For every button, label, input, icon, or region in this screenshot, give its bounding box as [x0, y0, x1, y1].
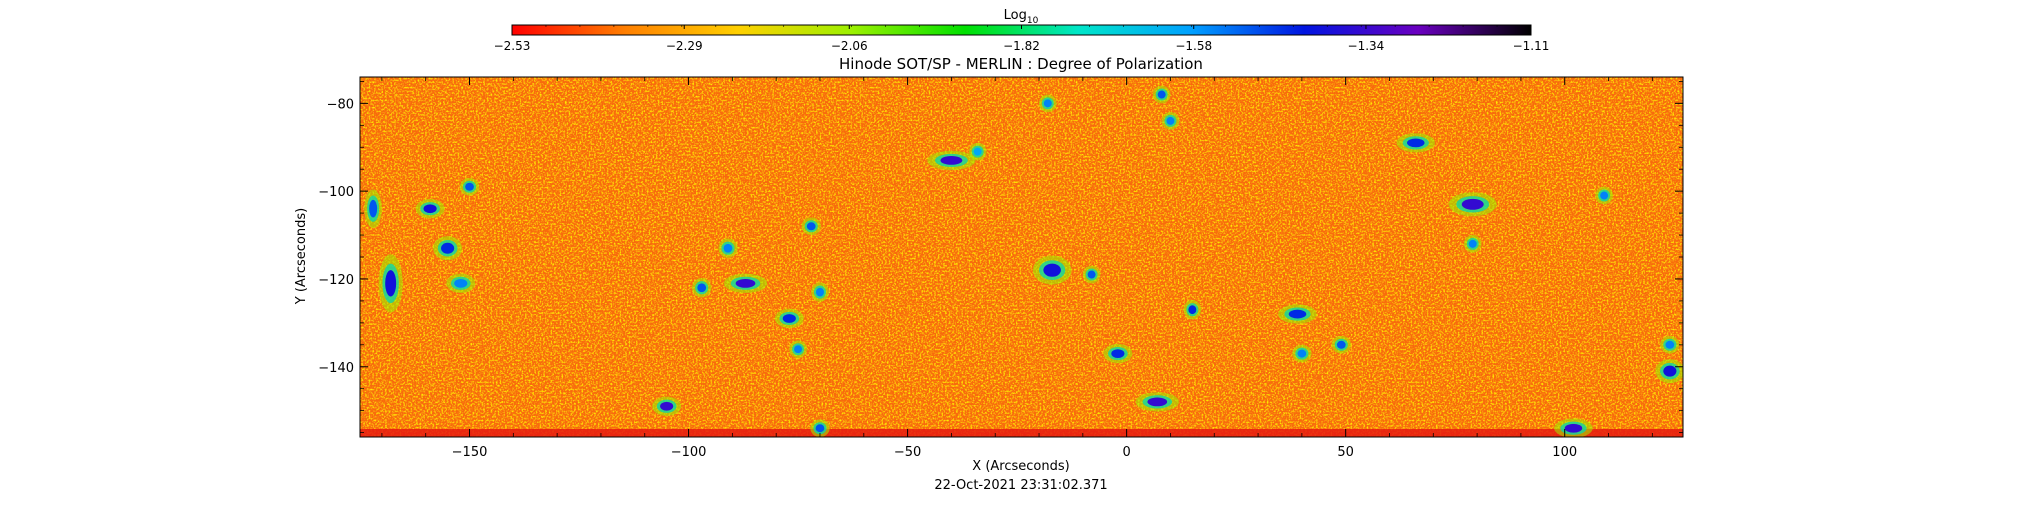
- x-tick-label: −50: [894, 445, 921, 460]
- high-polarization-patch: [660, 401, 674, 411]
- high-polarization-patch: [1461, 198, 1484, 210]
- x-axis-label: X (Arcseconds): [972, 459, 1069, 474]
- heatmap-texture: [360, 77, 1683, 437]
- high-polarization-patch: [735, 278, 756, 288]
- timestamp: 22-Oct-2021 23:31:02.371: [934, 478, 1107, 493]
- high-polarization-patch: [465, 182, 474, 191]
- colorbar-ticks: −2.53 −2.29 −2.06 −1.82 −1.58 −1.34 −1.11: [494, 25, 1550, 53]
- high-polarization-patch: [1407, 138, 1425, 148]
- colorbar-tick-label: −1.82: [1003, 39, 1040, 53]
- high-polarization-patch: [1297, 349, 1307, 358]
- colorbar-tick-label: −1.11: [1513, 39, 1550, 53]
- high-polarization-patch: [385, 270, 397, 297]
- high-polarization-patch: [1665, 340, 1675, 349]
- high-polarization-patch: [423, 204, 437, 214]
- high-polarization-patch: [815, 424, 825, 433]
- colorbar-label: Log10: [1004, 8, 1039, 26]
- heatmap-bottom-strip: [360, 429, 1683, 437]
- colorbar-tick-label: −1.58: [1175, 39, 1212, 53]
- x-axis-ticks: −150 −100 −50 0 50 100: [381, 77, 1653, 460]
- high-polarization-patch: [1111, 349, 1125, 358]
- y-tick-label: −140: [318, 361, 354, 376]
- high-polarization-patch: [1043, 99, 1052, 108]
- high-polarization-patch: [1188, 305, 1197, 315]
- y-tick-label: −100: [318, 185, 354, 200]
- high-polarization-patch: [723, 243, 733, 253]
- high-polarization-patch: [1600, 191, 1609, 200]
- y-tick-label: −80: [327, 97, 354, 112]
- x-tick-label: −100: [671, 445, 707, 460]
- high-polarization-patch: [1663, 365, 1677, 377]
- colorbar-tick-label: −1.34: [1348, 39, 1385, 53]
- y-axis-label: Y (Arcseconds): [294, 208, 309, 305]
- plot-area: [360, 77, 1683, 437]
- colorbar-tick-label: −2.06: [831, 39, 868, 53]
- high-polarization-patch: [1087, 270, 1096, 279]
- colorbar-tick-label: −2.29: [666, 39, 703, 53]
- high-polarization-patch: [441, 242, 455, 254]
- y-axis-ticks: −80 −100 −120 −140: [318, 80, 1683, 434]
- high-polarization-patch: [815, 287, 824, 297]
- high-polarization-patch: [1166, 116, 1175, 125]
- high-polarization-patch: [697, 283, 707, 293]
- high-polarization-patch: [1336, 340, 1346, 349]
- high-polarization-patch: [1043, 263, 1061, 277]
- high-polarization-patches: [364, 85, 1683, 437]
- chart-title: Hinode SOT/SP - MERLIN : Degree of Polar…: [839, 55, 1203, 73]
- high-polarization-patch: [806, 222, 816, 231]
- high-polarization-patch: [1147, 397, 1168, 407]
- y-tick-label: −120: [318, 273, 354, 288]
- high-polarization-patch: [782, 314, 796, 323]
- high-polarization-patch: [1564, 423, 1583, 433]
- high-polarization-patch: [1157, 90, 1166, 99]
- colorbar-tick-label: −2.53: [494, 39, 531, 53]
- high-polarization-patch: [369, 199, 378, 218]
- high-polarization-patch: [794, 345, 803, 354]
- high-polarization-patch: [940, 156, 963, 165]
- high-polarization-patch: [973, 147, 982, 156]
- high-polarization-patch: [454, 278, 468, 288]
- x-tick-label: 100: [1552, 445, 1577, 460]
- x-tick-label: 50: [1337, 445, 1354, 460]
- x-tick-label: 0: [1122, 445, 1130, 460]
- high-polarization-patch: [1468, 239, 1477, 248]
- x-tick-label: −150: [452, 445, 488, 460]
- high-polarization-patch: [1288, 309, 1307, 319]
